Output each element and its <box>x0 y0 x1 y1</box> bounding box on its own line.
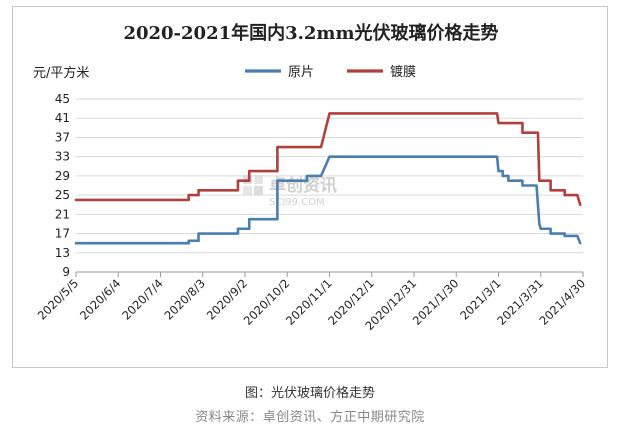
series-lines <box>74 112 582 245</box>
legend-label-coated-glass: 镀膜 <box>390 64 416 80</box>
chart-svg: 2020-2021年国内3.2mm光伏玻璃价格走势 元/平方米 原片 镀膜 卓创… <box>33 22 588 333</box>
legend-label-raw-glass: 原片 <box>288 65 314 80</box>
y-axis-ticks: 9 13 17 21 25 29 33 37 41 45 <box>55 92 70 279</box>
legend: 原片 镀膜 <box>245 64 416 80</box>
y-tick-label: 41 <box>55 111 70 125</box>
watermark-logo-block-2 <box>254 175 263 184</box>
y-tick-label: 29 <box>55 169 70 183</box>
series-line-coated-glass <box>74 112 582 207</box>
x-tick-label: 2020/5/5 <box>35 276 81 322</box>
x-tick-label: 2020/7/4 <box>119 276 165 322</box>
y-tick-label: 33 <box>55 150 70 164</box>
series-line-raw-glass <box>74 155 582 245</box>
y-tick-label: 21 <box>55 207 70 221</box>
watermark-site: SCI99.COM <box>269 197 325 208</box>
x-tick-label: 2021/1/30 <box>410 276 462 328</box>
x-tick-label: 2021/4/30 <box>537 276 589 328</box>
watermark-logo-block-3 <box>243 186 252 195</box>
source-note: 资料来源：卓创资讯、方正中期研究院 <box>195 410 425 425</box>
x-tick-label: 2020/8/3 <box>161 276 207 322</box>
y-tick-label: 25 <box>55 188 70 202</box>
y-tick-label: 13 <box>55 246 70 260</box>
x-tick-label: 2020/6/4 <box>77 276 123 322</box>
watermark-logo-block-4 <box>254 186 263 195</box>
y-tick-label: 17 <box>55 227 70 241</box>
chart-title: 2020-2021年国内3.2mm光伏玻璃价格走势 <box>123 22 498 44</box>
y-tick-label: 45 <box>55 92 70 106</box>
chart-frame: 2020-2021年国内3.2mm光伏玻璃价格走势 元/平方米 原片 镀膜 卓创… <box>12 6 608 368</box>
x-axis-ticks: 2020/5/52020/6/42020/7/42020/8/32020/9/2… <box>35 272 588 333</box>
y-tick-label: 37 <box>55 130 70 144</box>
y-tick-label: 9 <box>62 265 70 279</box>
watermark-name: 卓创资讯 <box>269 175 337 196</box>
y-axis-unit-label: 元/平方米 <box>33 65 89 81</box>
figure-caption: 图：光伏玻璃价格走势 <box>244 386 375 401</box>
